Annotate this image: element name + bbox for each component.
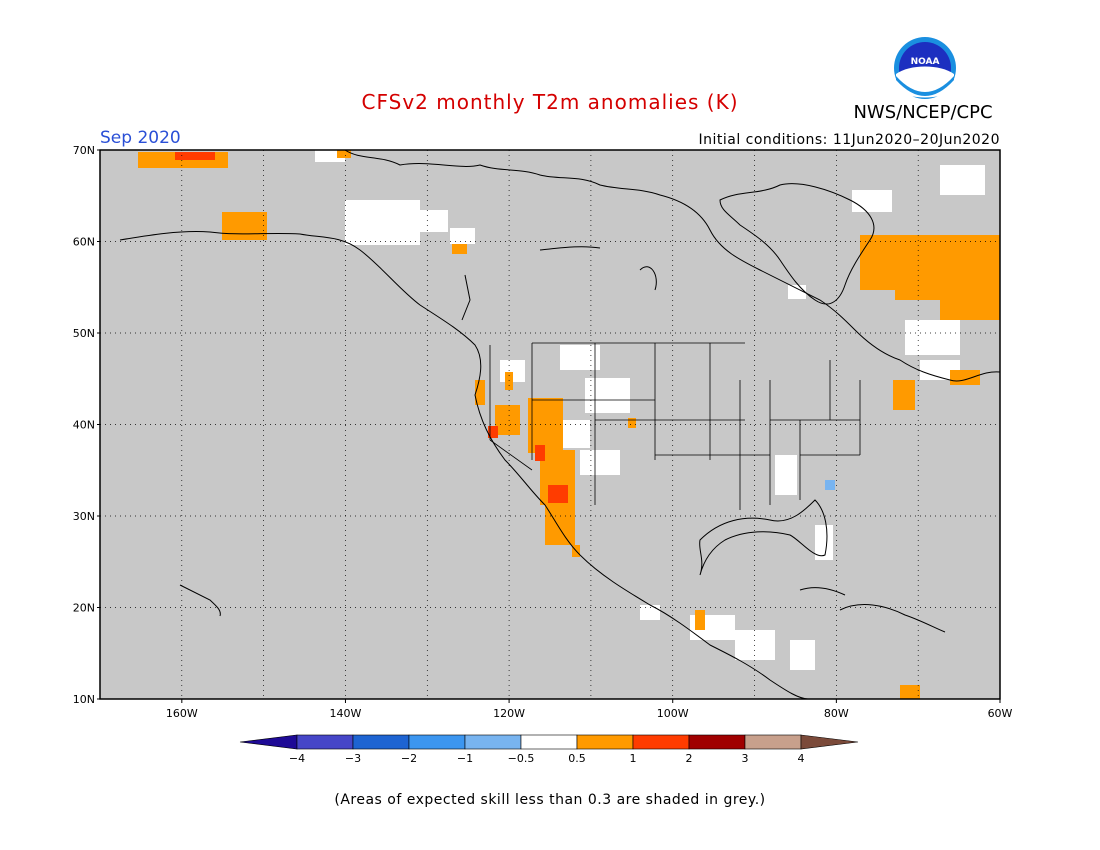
noaa-logo-text: NOAA [911,57,940,67]
colorbar-label: 2 [686,752,693,765]
colorbar-segment [744,734,802,750]
lat-tick-label: 10N [73,693,95,706]
colorbar-max-arrow [800,734,859,750]
colorbar-label: −3 [345,752,361,765]
colorbar-label: 3 [742,752,749,765]
lon-tick-label: 140W [330,707,362,720]
colorbar-segment [632,734,690,750]
colorbar-min-arrow [239,734,298,750]
colorbar-label: −4 [289,752,305,765]
lat-lon-grid [100,150,1000,699]
lon-tick-label: 120W [493,707,525,720]
longitude-axis: 160W 140W 120W 100W 80W 60W [166,699,1013,720]
noaa-logo: NOAA [894,37,956,99]
lat-tick-label: 20N [73,602,95,615]
lat-tick-label: 40N [73,419,95,432]
strong-warm-anomaly-areas [175,152,568,503]
cool-anomaly-area [825,480,835,490]
colorbar-label: 4 [798,752,805,765]
colorbar-label: 0.5 [568,752,586,765]
colorbar-segment [576,734,634,750]
initial-conditions: Initial conditions: 11Jun2020–20Jun2020 [698,132,1000,148]
agency-label: NWS/NCEP/CPC [853,102,993,123]
colorbar-label: −2 [401,752,417,765]
latitude-axis: 70N 60N 50N 40N 30N 20N 10N [73,144,100,706]
colorbar-label: −0.5 [508,752,535,765]
forecast-month: Sep 2020 [100,128,181,148]
colorbar-label: 1 [630,752,637,765]
map-title: CFSv2 monthly T2m anomalies (K) [361,90,739,114]
lat-tick-label: 50N [73,327,95,340]
lon-tick-label: 160W [166,707,198,720]
lat-tick-label: 60N [73,236,95,249]
colorbar-label: −1 [457,752,473,765]
lon-tick-label: 100W [657,707,689,720]
colorbar: −4 −3 −2 −1 −0.5 0.5 1 2 3 4 [239,734,859,765]
colorbar-segment [296,734,354,750]
lon-tick-label: 60W [988,707,1013,720]
colorbar-segment [408,734,466,750]
lon-tick-label: 80W [824,707,849,720]
colorbar-segment [688,734,746,750]
warm-anomaly-areas [138,150,1000,699]
skill-footnote: (Areas of expected skill less than 0.3 a… [334,792,766,808]
lat-tick-label: 70N [73,144,95,157]
lat-tick-label: 30N [73,510,95,523]
colorbar-segment [352,734,410,750]
colorbar-segment [520,734,578,750]
colorbar-segment [464,734,522,750]
state-boundaries [489,342,861,510]
